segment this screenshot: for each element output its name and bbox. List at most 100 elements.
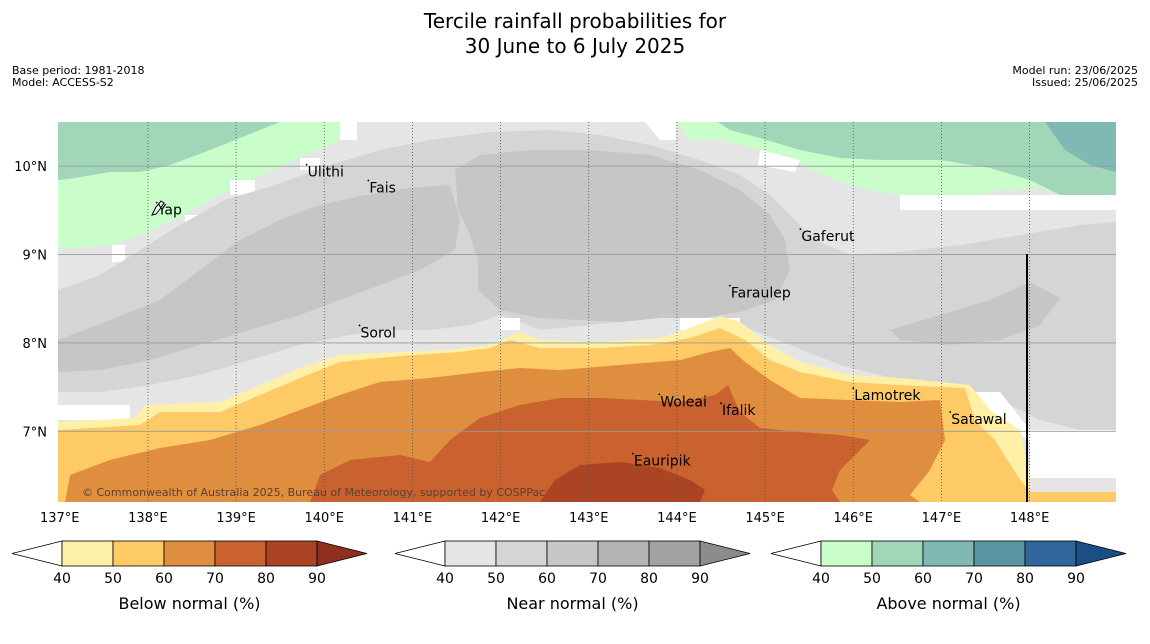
colorbar: 40 50 60 70 80 90 Below normal (%) bbox=[11, 540, 368, 613]
place-marker bbox=[631, 452, 634, 455]
place-labels: Ulithi Fais Yap Gaferut Faraulep Sorol Lamotre… bbox=[155, 163, 1007, 470]
lon-tick-label: 147°E bbox=[922, 511, 962, 526]
meta-right: Model run: 23/06/2025 Issued: 25/06/2025 bbox=[1012, 65, 1138, 89]
region-near-normal-60-right bbox=[890, 282, 1060, 345]
region-above-normal-60-right bbox=[718, 122, 1116, 195]
lon-tick-label: 148°E bbox=[1010, 511, 1050, 526]
region-near-normal-60-center bbox=[455, 150, 790, 322]
colorbar-max-arrow bbox=[1075, 540, 1127, 567]
base-period-text: Base period: 1981-2018 bbox=[12, 64, 145, 77]
region-white-strip-right bbox=[645, 122, 1116, 210]
colorbar-tick-label: 50 bbox=[863, 571, 881, 587]
colorbar-segment bbox=[546, 540, 599, 567]
lon-tick-label: 139°E bbox=[216, 511, 256, 526]
lon-tick-label: 141°E bbox=[393, 511, 433, 526]
region-above-normal-60-left bbox=[58, 122, 280, 180]
place-marker bbox=[155, 201, 158, 204]
colorbar: 40 50 60 70 80 90 Near normal (%) bbox=[394, 540, 751, 613]
lon-tick-label: 144°E bbox=[657, 511, 697, 526]
place-marker bbox=[367, 179, 370, 182]
map-title-line2: 30 June to 6 July 2025 bbox=[464, 34, 686, 58]
axis-labels: 137°E 138°E 139°E 140°E 141°E 142°E 143°E 144°E… bbox=[14, 160, 1049, 526]
place-label: Ulithi bbox=[308, 165, 344, 181]
place-marker bbox=[949, 411, 952, 413]
lat-tick-label: 7°N bbox=[23, 425, 48, 440]
colorbar-tick-label: 50 bbox=[104, 571, 122, 587]
place-label: Fais bbox=[369, 181, 396, 197]
place-marker bbox=[658, 393, 661, 396]
colorbar-max-arrow bbox=[316, 540, 368, 567]
region-above-normal-70-right bbox=[1045, 122, 1116, 172]
place-marker bbox=[358, 324, 361, 327]
colorbar-segment bbox=[922, 540, 975, 567]
lon-tick-label: 138°E bbox=[128, 511, 168, 526]
colorbar-tick-label: 40 bbox=[812, 571, 830, 587]
issued-text: Issued: 25/06/2025 bbox=[1031, 76, 1138, 89]
lon-tick-label: 146°E bbox=[833, 511, 873, 526]
place-marker bbox=[305, 163, 308, 166]
lon-tick-label: 137°E bbox=[40, 511, 80, 526]
place-label: Woleai bbox=[660, 394, 707, 410]
lat-tick-label: 8°N bbox=[23, 337, 48, 352]
colorbar-tick-label: 60 bbox=[914, 571, 932, 587]
colorbar-min-arrow bbox=[770, 540, 822, 567]
colorbar-tick-label: 80 bbox=[257, 571, 275, 587]
colorbar-tick-label: 90 bbox=[308, 571, 326, 587]
colorbar-segment bbox=[1024, 540, 1077, 567]
lon-tick-label: 142°E bbox=[481, 511, 521, 526]
lat-tick-label: 10°N bbox=[14, 160, 47, 175]
colorbar: 40 50 60 70 80 90 Above normal (%) bbox=[770, 540, 1127, 613]
lon-tick-label: 140°E bbox=[304, 511, 344, 526]
colorbar-title: Below normal (%) bbox=[118, 594, 260, 613]
colorbar-segment bbox=[265, 540, 318, 567]
map-grid bbox=[58, 122, 1116, 502]
colorbars: 40 50 60 70 80 90 Below normal (%) 40 50 60 70 80 90… bbox=[11, 540, 1127, 613]
region-white-strip-left bbox=[112, 122, 357, 262]
place-marker bbox=[728, 284, 731, 287]
colorbar-segment bbox=[214, 540, 267, 567]
lon-tick-label: 143°E bbox=[569, 511, 609, 526]
colorbar-segment bbox=[495, 540, 548, 567]
colorbar-segment bbox=[820, 540, 873, 567]
colorbar-title: Above normal (%) bbox=[876, 594, 1020, 613]
place-marker bbox=[720, 402, 722, 405]
colorbar-tick-label: 80 bbox=[1016, 571, 1034, 587]
colorbar-tick-label: 70 bbox=[965, 571, 983, 587]
colorbar-max-arrow bbox=[699, 540, 751, 567]
lat-tick-label: 9°N bbox=[23, 249, 48, 264]
copyright-text: © Commonwealth of Australia 2025, Bureau… bbox=[82, 486, 545, 499]
colorbar-tick-label: 40 bbox=[53, 571, 71, 587]
region-below-normal-70 bbox=[310, 385, 870, 502]
place-label: Faraulep bbox=[731, 286, 791, 302]
region-near-normal-60-left bbox=[58, 185, 460, 372]
colorbar-tick-label: 40 bbox=[436, 571, 454, 587]
colorbar-segment bbox=[112, 540, 165, 567]
map-title-line1: Tercile rainfall probabilities for bbox=[423, 9, 727, 33]
place-label: Ifalik bbox=[722, 403, 756, 419]
place-label: Eauripik bbox=[634, 454, 692, 470]
colorbar-segment bbox=[597, 540, 650, 567]
colorbar-tick-label: 60 bbox=[155, 571, 173, 587]
place-label: Gaferut bbox=[801, 229, 855, 245]
region-below-normal-80 bbox=[540, 462, 705, 502]
colorbar-tick-label: 90 bbox=[1067, 571, 1085, 587]
colorbar-segment bbox=[648, 540, 701, 567]
colorbar-segment bbox=[61, 540, 114, 567]
meta-left: Base period: 1981-2018 Model: ACCESS-S2 bbox=[12, 65, 144, 89]
yap-island-outline bbox=[151, 200, 165, 216]
colorbar-tick-label: 90 bbox=[691, 571, 709, 587]
map-fill bbox=[58, 122, 1116, 502]
colorbar-title: Near normal (%) bbox=[506, 594, 638, 613]
colorbar-segment bbox=[444, 540, 497, 567]
model-run-text: Model run: 23/06/2025 bbox=[1012, 64, 1138, 77]
colorbar-tick-label: 70 bbox=[206, 571, 224, 587]
colorbar-segment bbox=[163, 540, 216, 567]
model-text: Model: ACCESS-S2 bbox=[12, 76, 114, 89]
colorbar-segment bbox=[871, 540, 924, 567]
place-label: Lamotrek bbox=[854, 388, 921, 404]
colorbar-tick-label: 70 bbox=[589, 571, 607, 587]
place-marker bbox=[852, 387, 855, 390]
lon-tick-label: 145°E bbox=[745, 511, 785, 526]
colorbar-tick-label: 60 bbox=[538, 571, 556, 587]
